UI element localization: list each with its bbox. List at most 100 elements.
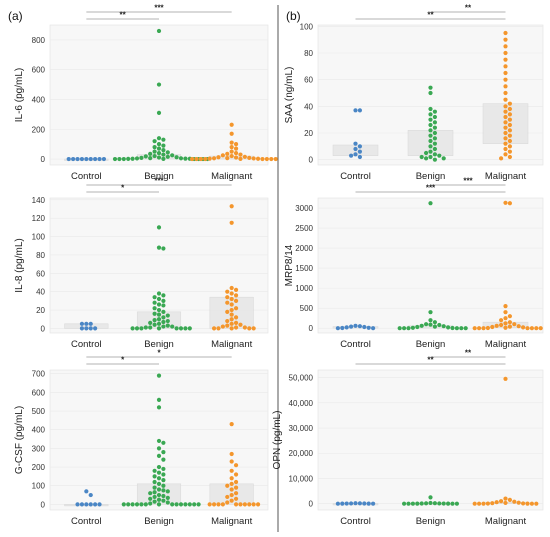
- data-point-benign: [187, 502, 192, 507]
- data-point-malignant: [225, 156, 230, 161]
- y-tick-label: 400: [32, 426, 46, 435]
- data-point-malignant: [233, 150, 239, 156]
- data-point-malignant: [525, 326, 530, 331]
- x-category-label: Control: [340, 516, 371, 527]
- data-point-malignant: [503, 77, 508, 82]
- y-tick-label: 300: [32, 444, 46, 453]
- data-point-malignant: [507, 201, 512, 206]
- data-point-benign: [161, 498, 166, 503]
- data-point-malignant: [503, 130, 508, 136]
- data-point-malignant: [229, 153, 234, 159]
- data-point-benign: [424, 322, 429, 327]
- data-point-benign: [156, 155, 162, 160]
- data-point-benign: [165, 150, 170, 155]
- data-point-benign: [161, 293, 166, 298]
- data-point-benign: [156, 326, 162, 331]
- data-point-malignant: [503, 97, 508, 102]
- data-point-benign: [161, 450, 166, 455]
- data-point-benign: [428, 318, 433, 323]
- significance-label: ***: [154, 4, 164, 13]
- data-point-benign: [183, 156, 188, 161]
- data-point-benign: [156, 470, 162, 475]
- data-point-benign: [161, 488, 166, 493]
- y-axis-label: G-CSF (pg/mL): [14, 406, 25, 474]
- data-point-malignant: [229, 326, 234, 331]
- data-point-malignant: [220, 324, 225, 329]
- data-point-control: [335, 501, 340, 506]
- data-point-benign: [156, 481, 162, 486]
- y-tick-label: 120: [32, 214, 46, 223]
- data-point-control: [353, 323, 358, 328]
- data-point-malignant: [503, 200, 508, 205]
- y-tick-label: 3000: [295, 204, 313, 213]
- y-tick-label: 200: [32, 463, 46, 472]
- significance-label: **: [427, 356, 434, 365]
- data-point-benign: [450, 325, 455, 331]
- data-point-malignant: [503, 304, 508, 309]
- data-point-malignant: [225, 323, 230, 328]
- data-point-malignant: [229, 220, 234, 225]
- data-point-benign: [419, 501, 424, 506]
- data-point-benign: [156, 502, 162, 507]
- data-point-benign: [432, 141, 437, 146]
- data-point-control: [79, 156, 85, 162]
- data-point-benign: [178, 502, 184, 507]
- y-tick-label: 0: [309, 324, 314, 333]
- data-point-malignant: [503, 316, 508, 321]
- data-point-benign: [152, 499, 157, 504]
- data-point-malignant: [516, 324, 521, 329]
- data-point-malignant: [233, 479, 239, 485]
- data-point-benign: [156, 136, 162, 141]
- y-tick-label: 2500: [295, 224, 313, 233]
- y-tick-label: 600: [32, 388, 46, 397]
- data-point-benign: [156, 438, 162, 444]
- data-point-malignant: [503, 114, 508, 120]
- data-point-malignant: [477, 501, 482, 506]
- data-point-malignant: [507, 154, 512, 160]
- data-point-malignant: [233, 293, 239, 298]
- data-point-benign: [454, 501, 459, 506]
- data-point-malignant: [264, 156, 269, 162]
- data-point-benign: [183, 502, 188, 507]
- data-point-benign: [161, 148, 166, 153]
- data-point-benign: [437, 153, 442, 158]
- data-point-benign: [165, 323, 170, 328]
- data-point-benign: [428, 310, 433, 315]
- data-point-benign: [432, 501, 437, 506]
- data-point-control: [353, 108, 358, 113]
- y-tick-label: 500: [32, 407, 46, 416]
- data-point-malignant: [534, 501, 539, 506]
- data-point-malignant: [490, 324, 495, 330]
- data-point-malignant: [251, 156, 256, 161]
- data-point-benign: [156, 28, 162, 34]
- data-point-malignant: [507, 149, 512, 154]
- data-point-benign: [161, 478, 166, 483]
- data-point-malignant: [233, 315, 239, 320]
- data-point-control: [75, 502, 80, 507]
- data-point-malignant: [503, 70, 508, 76]
- data-point-malignant: [494, 323, 499, 328]
- data-point-benign: [428, 128, 433, 133]
- data-point-malignant: [503, 120, 508, 125]
- chart-saa: 0 20 40 60 80 100 SAA (ng/mL) Control Benign Mali…: [284, 4, 544, 182]
- data-point-benign: [437, 322, 442, 328]
- data-point-benign: [152, 490, 157, 495]
- data-point-benign: [121, 156, 126, 162]
- data-point-benign: [428, 495, 433, 500]
- data-point-malignant: [247, 502, 252, 507]
- x-category-label: Benign: [416, 339, 446, 350]
- x-category-label: Benign: [144, 516, 174, 527]
- data-point-malignant: [503, 30, 508, 36]
- data-point-benign: [126, 156, 131, 161]
- data-point-benign: [192, 502, 197, 507]
- data-point-benign: [432, 125, 437, 130]
- data-point-malignant: [499, 499, 504, 504]
- data-point-malignant: [242, 325, 247, 330]
- data-point-benign: [428, 149, 433, 154]
- data-point-control: [335, 326, 340, 331]
- data-point-benign: [441, 156, 446, 161]
- chart-gcsf: 0 100 200 300 400 500 600 700 G-CSF (pg/mL) Contr…: [14, 349, 269, 527]
- data-point-benign: [152, 468, 157, 473]
- data-point-malignant: [503, 50, 508, 56]
- data-point-malignant: [507, 101, 512, 106]
